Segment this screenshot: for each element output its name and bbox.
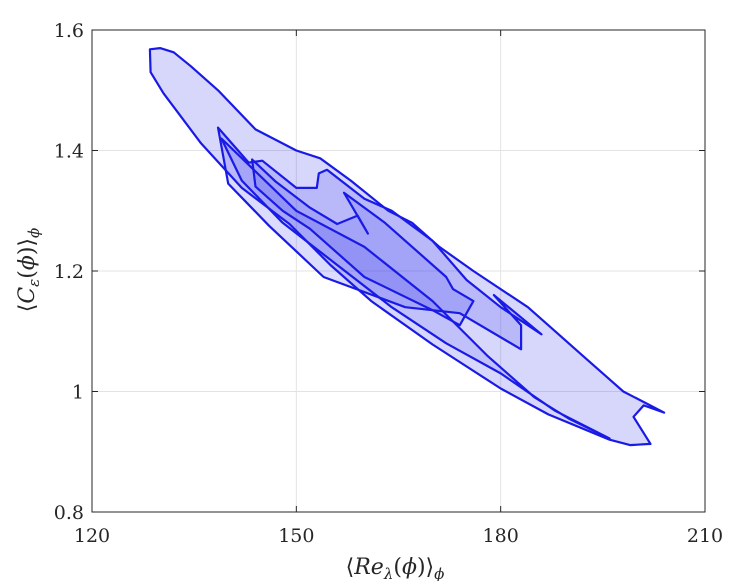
axis-tick-labels: 120 150 180 210 0.8 1 1.2 1.4 1.6 (54, 20, 723, 547)
y-tick-label: 1.6 (54, 20, 84, 42)
y-tick-label: 1.4 (54, 141, 84, 163)
x-tick-label: 180 (483, 525, 519, 547)
core-ridge (220, 137, 611, 440)
x-axis-label: ⟨Reλ(ϕ)⟩ϕ (346, 555, 445, 581)
x-tick-label: 150 (278, 525, 314, 547)
y-tick-label: 1 (72, 382, 84, 404)
axis-ticks (91, 29, 706, 513)
y-axis-label: ⟨Cε(ϕ)⟩ϕ (15, 228, 43, 313)
y-tick-label: 1.2 (54, 261, 84, 283)
x-tick-label: 210 (687, 525, 723, 547)
inner-contour (251, 158, 475, 327)
grid-lines (92, 30, 705, 512)
contour-regions (148, 47, 666, 447)
y-tick-label: 0.8 (54, 502, 84, 524)
x-tick-label: 120 (74, 525, 110, 547)
